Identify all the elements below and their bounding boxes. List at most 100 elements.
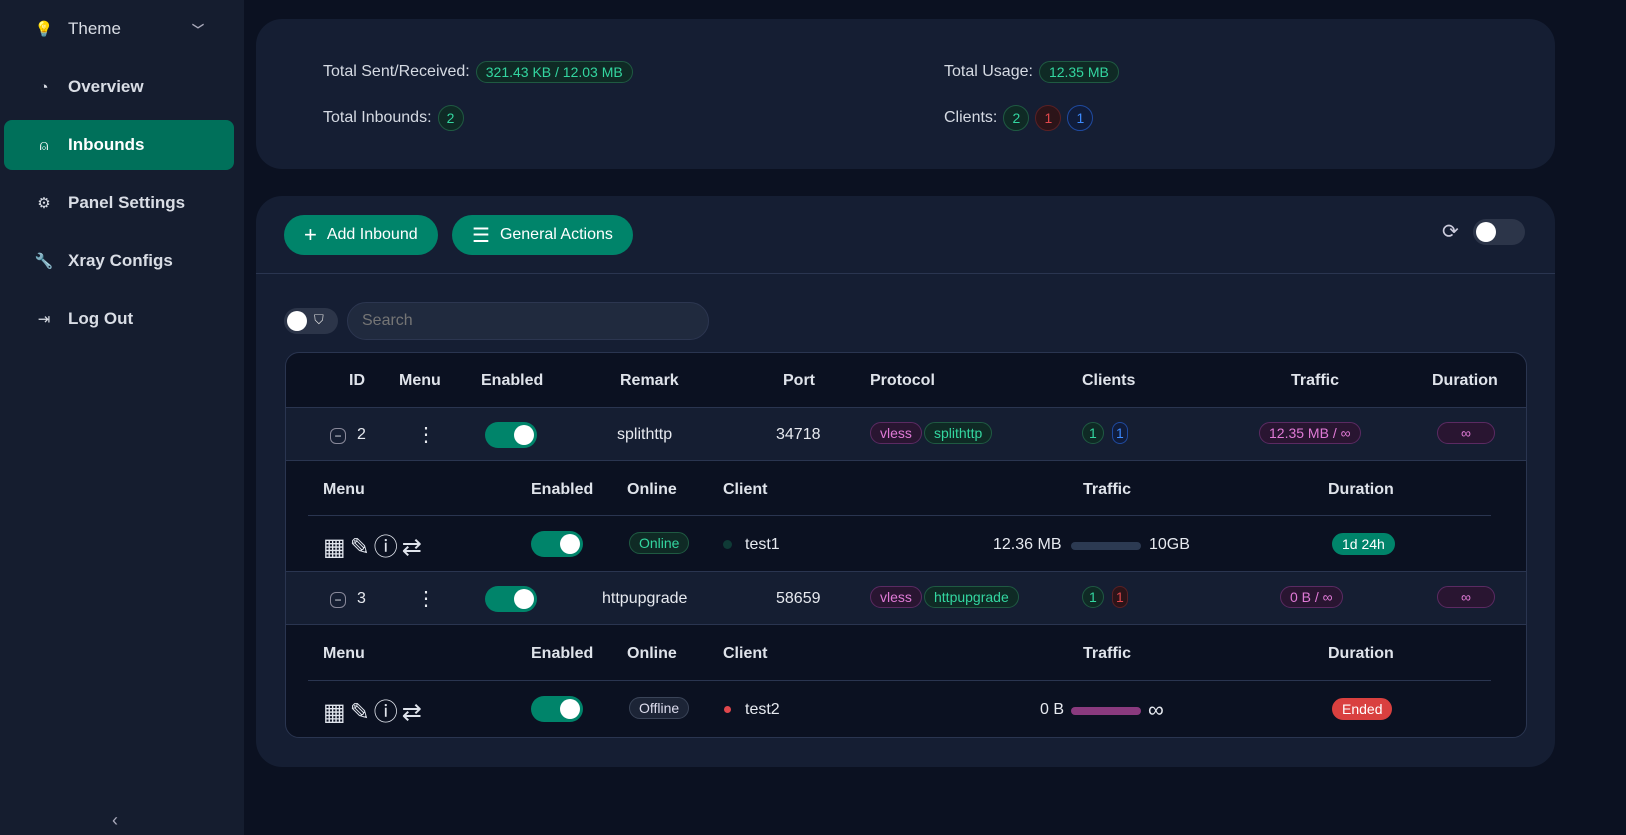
info-icon[interactable]: ⓘ bbox=[373, 699, 402, 726]
clients-stat: Clients: 2 1 1 bbox=[944, 105, 1094, 131]
sidebar-item-inbounds[interactable]: ⍝ Inbounds bbox=[4, 120, 234, 170]
traffic-progress-bar bbox=[1071, 707, 1141, 715]
sidebar-item-panel-settings[interactable]: ⚙ Panel Settings bbox=[4, 178, 234, 228]
col-id: ID bbox=[349, 372, 365, 389]
transport-badge: httpupgrade bbox=[924, 586, 1019, 608]
row-id: 3 bbox=[357, 590, 366, 607]
more-vertical-icon[interactable]: ⋮ bbox=[416, 424, 436, 446]
total-inbounds: Total Inbounds: 2 bbox=[323, 105, 464, 131]
col-remark: Remark bbox=[620, 372, 679, 389]
sub-col-duration: Duration bbox=[1328, 481, 1394, 498]
total-sent-received: Total Sent/Received: 321.43 KB / 12.03 MB bbox=[323, 61, 633, 83]
total-usage: Total Usage: 12.35 MB bbox=[944, 61, 1119, 83]
sub-col-menu: Menu bbox=[323, 645, 365, 662]
divider bbox=[308, 680, 1491, 681]
bulb-icon: 💡 bbox=[34, 21, 54, 38]
remark: splithttp bbox=[617, 426, 673, 443]
collapse-row-icon[interactable]: − bbox=[330, 428, 346, 444]
traffic-used: 12.36 MB bbox=[993, 536, 1062, 553]
status-dot bbox=[724, 706, 731, 713]
collapse-sidebar-icon[interactable]: ‹ bbox=[112, 810, 118, 830]
add-inbound-button[interactable]: + Add Inbound bbox=[284, 215, 438, 255]
inbounds-table: ID Menu Enabled Remark Port Protocol Cli… bbox=[285, 352, 1527, 738]
sub-col-client: Client bbox=[723, 645, 768, 662]
reset-icon[interactable]: ⇄ bbox=[401, 699, 426, 726]
client-actions: ▦✎ⓘ⇄ bbox=[323, 527, 426, 562]
sub-col-online: Online bbox=[627, 481, 677, 498]
sub-col-traffic: Traffic bbox=[1083, 645, 1132, 662]
sidebar-item-theme[interactable]: 💡 Theme ﹀ bbox=[34, 19, 204, 38]
status-dot bbox=[723, 540, 732, 549]
col-duration: Duration bbox=[1432, 372, 1498, 389]
gear-icon: ⚙ bbox=[37, 195, 51, 212]
menu-icon: ☰ bbox=[472, 224, 490, 247]
client-enabled-toggle[interactable] bbox=[531, 696, 583, 722]
filter-icon: ⛉ bbox=[314, 312, 324, 327]
col-enabled: Enabled bbox=[481, 372, 544, 389]
port: 34718 bbox=[776, 426, 821, 443]
duration-badge: ∞ bbox=[1437, 422, 1495, 444]
reset-icon[interactable]: ⇄ bbox=[401, 534, 426, 561]
chevron-down-icon: ﹀ bbox=[191, 22, 204, 37]
col-clients: Clients bbox=[1082, 372, 1136, 389]
clients-badge: 1 bbox=[1082, 422, 1104, 444]
sidebar-item-overview[interactable]: ◔ Overview bbox=[4, 62, 234, 112]
sub-col-online: Online bbox=[627, 645, 677, 662]
sub-col-menu: Menu bbox=[323, 481, 365, 498]
duration-badge: Ended bbox=[1332, 698, 1393, 720]
online-badge: Online bbox=[629, 532, 690, 554]
col-menu: Menu bbox=[399, 372, 441, 389]
sub-col-enabled: Enabled bbox=[531, 481, 594, 498]
transport-badge: splithttp bbox=[924, 422, 993, 444]
client-name: test2 bbox=[745, 701, 780, 718]
info-icon[interactable]: ⓘ bbox=[373, 534, 402, 561]
protocol-badge: vless bbox=[870, 422, 922, 444]
duration-badge: 1d 24h bbox=[1332, 533, 1395, 555]
traffic-total: 10GB bbox=[1149, 536, 1190, 553]
divider bbox=[256, 273, 1555, 274]
auto-refresh-toggle[interactable] bbox=[1473, 219, 1525, 245]
sub-col-traffic: Traffic bbox=[1083, 481, 1132, 498]
traffic-used: 0 B bbox=[1040, 701, 1065, 718]
row-id: 2 bbox=[357, 426, 366, 443]
search-input[interactable] bbox=[347, 302, 709, 340]
traffic-progress-bar bbox=[1071, 542, 1141, 550]
clients-badge: 1 bbox=[1082, 586, 1104, 608]
plus-icon: + bbox=[304, 222, 317, 247]
wrench-icon: 🔧 bbox=[34, 253, 54, 270]
duration-badge: ∞ bbox=[1437, 586, 1495, 608]
enabled-toggle[interactable] bbox=[485, 422, 537, 448]
divider bbox=[308, 515, 1491, 516]
enabled-toggle[interactable] bbox=[485, 586, 537, 612]
traffic-total: ∞ bbox=[1148, 697, 1164, 722]
sub-col-client: Client bbox=[723, 481, 768, 498]
sidebar-item-xray-configs[interactable]: 🔧 Xray Configs bbox=[34, 251, 173, 270]
col-protocol: Protocol bbox=[870, 372, 935, 389]
edit-icon[interactable]: ✎ bbox=[349, 699, 374, 726]
collapse-row-icon[interactable]: − bbox=[330, 592, 346, 608]
sidebar: 💡 Theme ﹀ ◔ Overview ⍝ Inbounds ⚙ Panel Setti… bbox=[0, 0, 244, 835]
traffic-badge: 12.35 MB / ∞ bbox=[1259, 422, 1361, 444]
col-traffic: Traffic bbox=[1291, 372, 1340, 389]
sidebar-item-log-out[interactable]: ⇥ Log Out bbox=[4, 294, 234, 344]
clients-badge: 1 bbox=[1112, 422, 1128, 444]
table-row: − 2 ⋮ splithttp 34718 vless splithttp 1 … bbox=[286, 407, 1526, 461]
clients-badge: 1 bbox=[1112, 586, 1128, 608]
filter-toggle[interactable]: ⛉ bbox=[284, 308, 338, 334]
remark: httpupgrade bbox=[602, 590, 688, 607]
online-badge: Offline bbox=[629, 697, 690, 719]
port: 58659 bbox=[776, 590, 821, 607]
client-name: test1 bbox=[745, 536, 780, 553]
qrcode-icon[interactable]: ▦ bbox=[323, 534, 350, 561]
more-vertical-icon[interactable]: ⋮ bbox=[416, 588, 436, 610]
refresh-icon[interactable]: ⟳ bbox=[1442, 221, 1459, 243]
edit-icon[interactable]: ✎ bbox=[349, 534, 374, 561]
general-actions-button[interactable]: ☰ General Actions bbox=[452, 215, 633, 255]
traffic-badge: 0 B / ∞ bbox=[1280, 586, 1343, 608]
protocol-badge: vless bbox=[870, 586, 922, 608]
sub-col-enabled: Enabled bbox=[531, 645, 594, 662]
sub-col-duration: Duration bbox=[1328, 645, 1394, 662]
client-enabled-toggle[interactable] bbox=[531, 531, 583, 557]
dashboard-icon: ◔ bbox=[39, 78, 49, 96]
qrcode-icon[interactable]: ▦ bbox=[323, 699, 350, 726]
